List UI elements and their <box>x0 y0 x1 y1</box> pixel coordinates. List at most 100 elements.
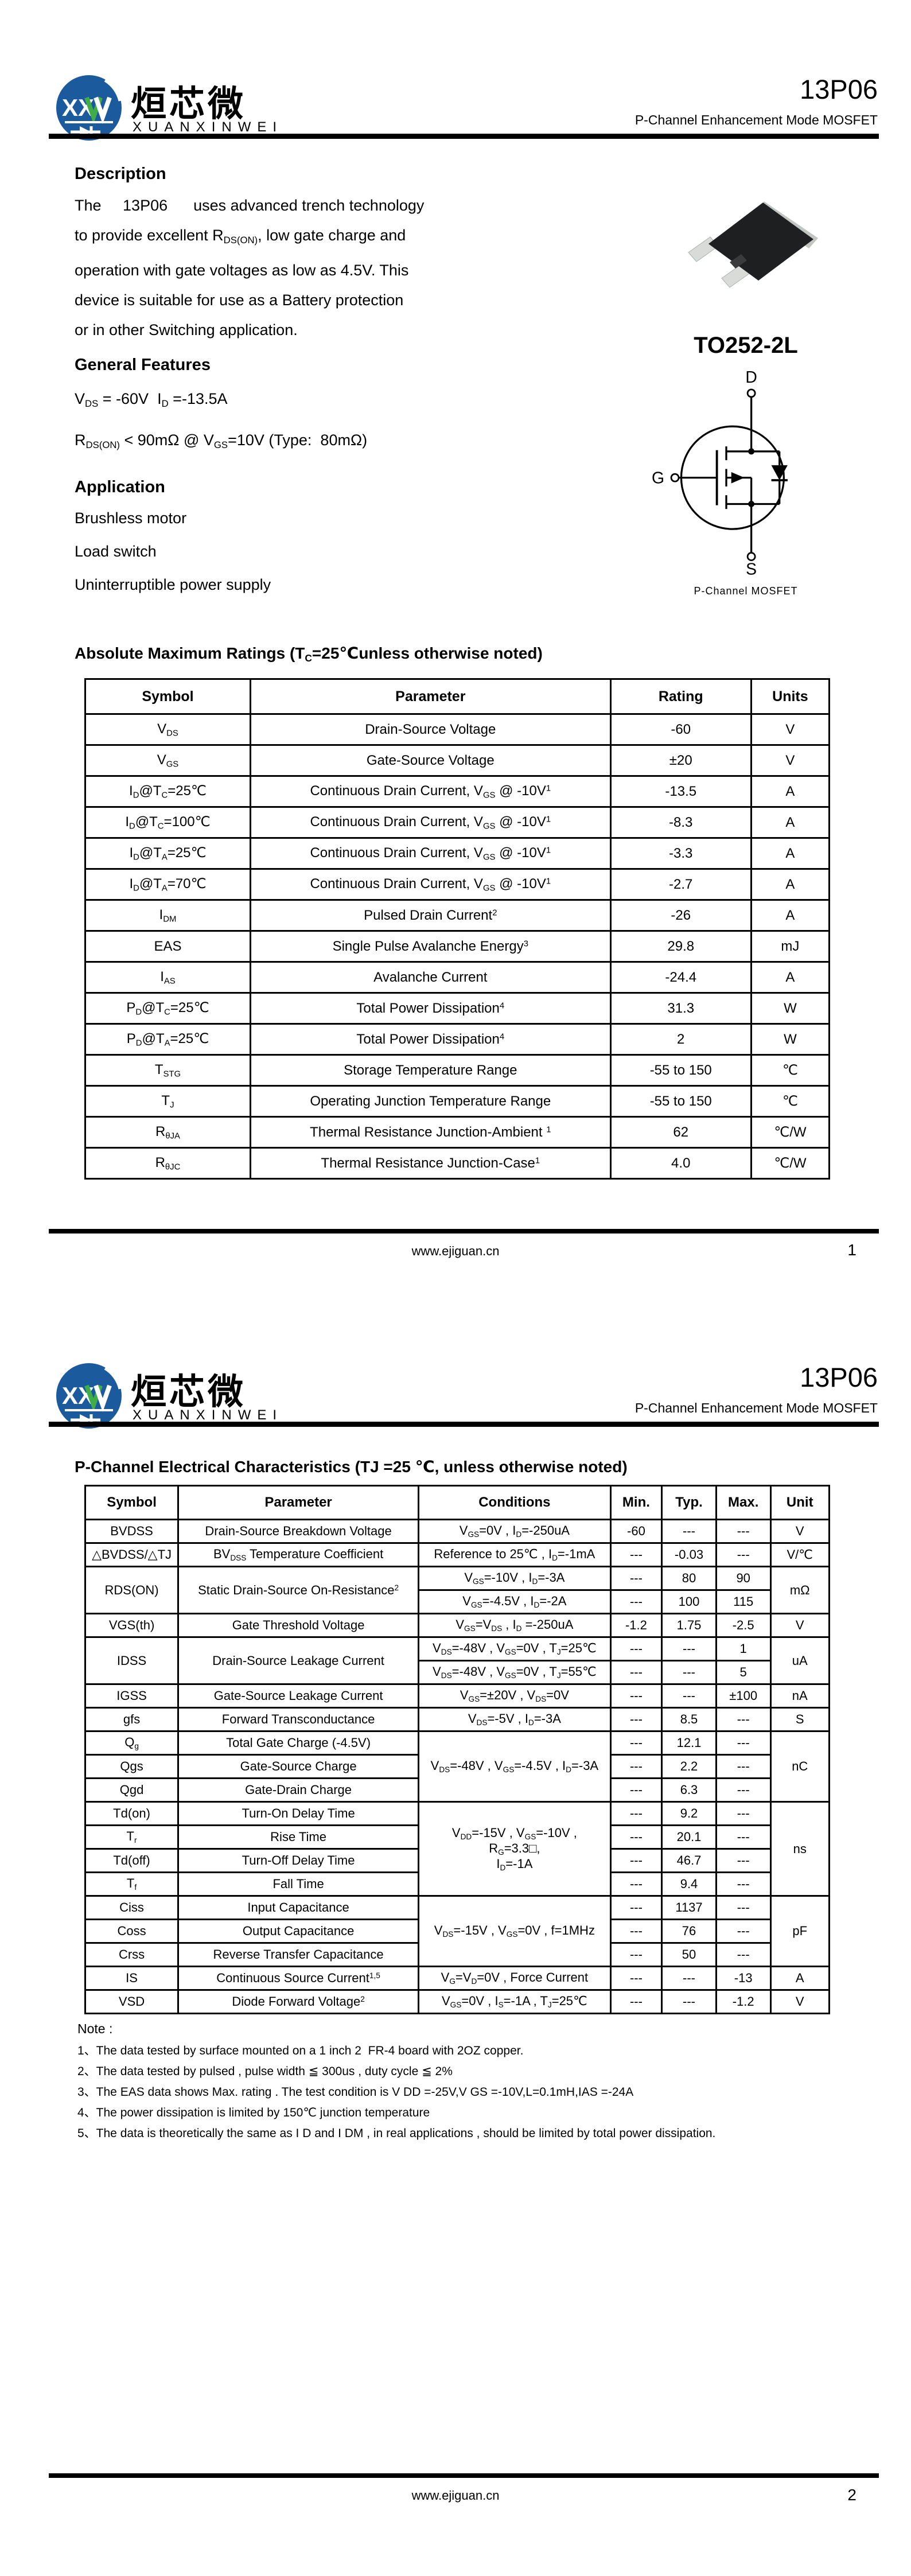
table-cell: --- <box>609 1636 663 1661</box>
table-cell: Tf <box>84 1871 180 1897</box>
table-cell: ±100 <box>715 1683 772 1709</box>
abs-max-title: Absolute Maximum Ratings (TC=25℃unless o… <box>75 644 543 664</box>
table-cell: V <box>750 713 831 746</box>
table-row: Coss Output Capacitance --- 76 --- <box>84 1919 830 1944</box>
table-cell: Total Power Dissipation4 <box>249 1023 612 1056</box>
table-row: IS Continuous Source Current1,5 VG=VD=0V ,… <box>84 1966 831 1991</box>
table-cell: --- <box>609 1966 663 1991</box>
table-cell: Gate-Source Voltage <box>249 744 612 777</box>
note-item: 4、The power dissipation is limited by 15… <box>77 2106 430 2119</box>
description-line: The 13P06 uses advanced trench technolog… <box>75 197 425 214</box>
table-cell: --- <box>715 1919 772 1944</box>
table-row: IDSS Drain-Source Leakage Current VDS=-48V… <box>84 1636 831 1685</box>
table-cell: Thermal Resistance Junction-Ambient 1 <box>249 1116 612 1149</box>
table-cell: RθJC <box>84 1147 251 1180</box>
symbol-caption: P-Channel MOSFET <box>694 585 798 597</box>
company-logo-icon: XX <box>54 73 123 142</box>
table-cell: -0.03 <box>661 1542 717 1567</box>
table-cell: A <box>750 868 831 901</box>
table-cell: VGS=0V , IS=-1A , TJ=25℃ <box>418 1989 612 2014</box>
table-cell: uA <box>769 1636 831 1685</box>
table-cell: PD@TC=25℃ <box>84 992 251 1025</box>
table-cell: ℃ <box>750 1054 831 1087</box>
table-cell: -26 <box>609 899 752 932</box>
table-cell: RθJA <box>84 1116 251 1149</box>
table-cell: VGS=0V , ID=-250uA <box>418 1519 612 1544</box>
table-cell: --- <box>661 1683 717 1709</box>
table-cell: 46.7 <box>661 1848 717 1873</box>
table-cell: 1137 <box>661 1895 717 1920</box>
table-cell: TJ <box>84 1085 251 1118</box>
col-min: Min. <box>609 1485 663 1520</box>
table-cell: Operating Junction Temperature Range <box>249 1085 612 1118</box>
table-cell: IDSS <box>84 1636 180 1685</box>
col-typ: Typ. <box>661 1485 717 1520</box>
table-cell: Rise Time <box>177 1824 420 1850</box>
datasheet-page-2: XX 烜芯微 XUANXINWEI 13P06 P-Channel Enhanc… <box>0 1288 911 2576</box>
table-cell: -13.5 <box>609 775 752 808</box>
pin-label-gate: G <box>652 469 664 487</box>
description-line: or in other Switching application. <box>75 321 298 339</box>
table-cell: -3.3 <box>609 837 752 870</box>
table-cell: Avalanche Current <box>249 961 612 994</box>
table-cell: 5 <box>715 1660 772 1685</box>
table-cell: 9.4 <box>661 1871 717 1897</box>
table-cell: Coss <box>84 1919 180 1944</box>
table-cell: Continuous Drain Current, VGS @ -10V1 <box>249 868 612 901</box>
table-cell: ns <box>769 1801 831 1897</box>
package-photo <box>677 192 826 307</box>
table-cell: --- <box>715 1848 772 1873</box>
table-cell: -2.7 <box>609 868 752 901</box>
table-cell: --- <box>715 1801 772 1826</box>
elec-title: P-Channel Electrical Characteristics (TJ… <box>75 1458 628 1476</box>
table-cell: 62 <box>609 1116 752 1149</box>
table-cell: -55 to 150 <box>609 1054 752 1087</box>
table-row: △BVDSS/△TJ BVDSS Temperature Coefficient R… <box>84 1542 831 1567</box>
notes-list: 1、The data tested by surface mounted on … <box>77 2041 715 2144</box>
table-cell: mΩ <box>769 1566 831 1614</box>
table-row: VGS=-4.5V , ID=-2A --- 100 115 <box>85 1589 830 1614</box>
table-cell: -60 <box>609 713 752 746</box>
table-row: ID@TA=70℃ Continuous Drain Current, VGS @… <box>84 868 831 901</box>
table-row: RθJA Thermal Resistance Junction-Ambient … <box>84 1116 831 1149</box>
page-number: 2 <box>847 2486 857 2504</box>
table-cell: --- <box>715 1730 772 1756</box>
table-cell: Drain-Source Voltage <box>249 713 612 746</box>
mosfet-symbol: D G S <box>648 368 832 579</box>
table-cell: A <box>750 806 831 839</box>
table-cell: --- <box>715 1824 772 1850</box>
table-cell: IGSS <box>84 1683 180 1709</box>
table-row: BVDSS Drain-Source Breakdown Voltage VGS=0… <box>84 1519 831 1544</box>
table-header-row: Symbol Parameter Rating Units <box>84 678 831 715</box>
table-cell: 90 <box>715 1566 772 1591</box>
table-cell: ID@TC=25℃ <box>84 775 251 808</box>
table-header-row: Symbol Parameter Conditions Min. Typ. Ma… <box>84 1485 831 1520</box>
col-max: Max. <box>715 1485 772 1520</box>
table-cell: ℃/W <box>750 1147 831 1180</box>
application-item: Load switch <box>75 543 157 560</box>
table-row: VDS Drain-Source Voltage -60 V <box>84 713 831 746</box>
table-cell: -55 to 150 <box>609 1085 752 1118</box>
pin-label-source: S <box>746 561 757 577</box>
table-row: VGS Gate-Source Voltage ±20 V <box>84 744 831 777</box>
table-row: TJ Operating Junction Temperature Range -5… <box>84 1085 831 1118</box>
table-cell: VSD <box>84 1989 180 2014</box>
table-cell: Turn-On Delay Time <box>177 1801 420 1826</box>
table-cell: -1.2 <box>609 1613 663 1638</box>
table-cell: ID@TA=70℃ <box>84 868 251 901</box>
col-conditions: Conditions <box>418 1485 612 1520</box>
table-row: Qg Total Gate Charge (-4.5V) VDS=-48V , VG… <box>84 1730 831 1803</box>
table-cell: Input Capacitance <box>177 1895 420 1920</box>
table-cell: --- <box>609 1801 663 1826</box>
table-cell: 20.1 <box>661 1824 717 1850</box>
table-cell: V/℃ <box>769 1542 831 1567</box>
table-cell: 2 <box>609 1023 752 1056</box>
table-cell: 1.75 <box>661 1613 717 1638</box>
col-parameter: Parameter <box>249 678 612 715</box>
description-heading: Description <box>75 165 166 183</box>
table-cell: Gate Threshold Voltage <box>177 1613 420 1638</box>
table-cell: Thermal Resistance Junction-Case1 <box>249 1147 612 1180</box>
part-number: 13P06 <box>800 74 878 104</box>
table-cell: --- <box>609 1919 663 1944</box>
table-cell: Crss <box>84 1942 180 1967</box>
